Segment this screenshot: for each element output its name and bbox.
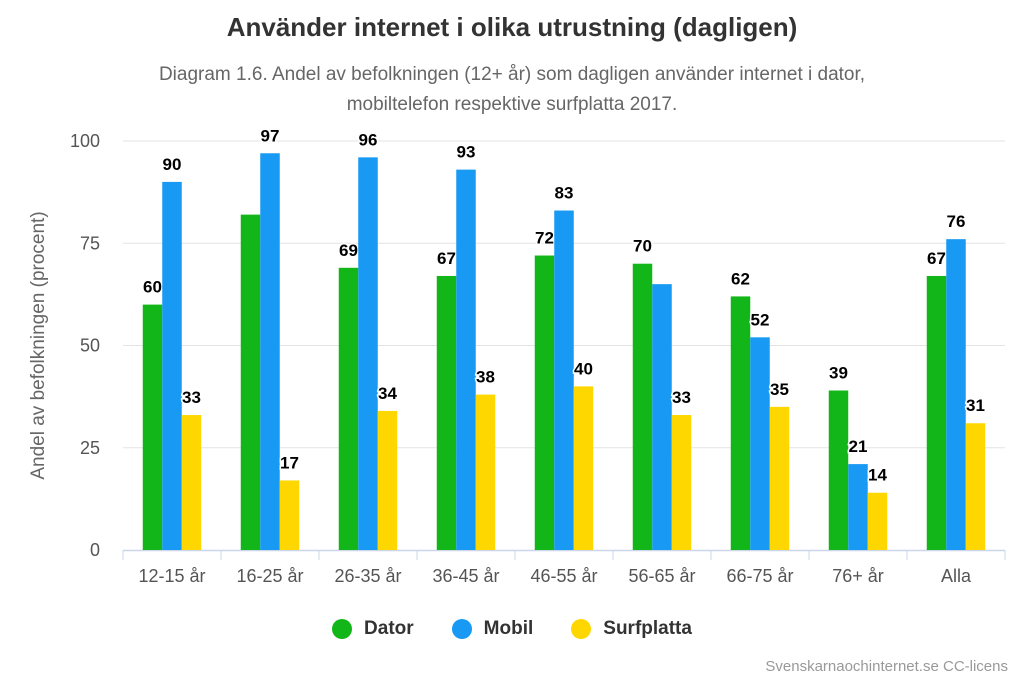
chart-subtitle-line-1: Diagram 1.6. Andel av befolkningen (12+ … — [158, 64, 866, 85]
data-label: 34 — [378, 384, 397, 403]
x-tick-label: 46-55 år — [530, 566, 597, 586]
bar-surfplatta — [377, 410, 398, 550]
bar-mobil — [750, 337, 770, 550]
x-tick-label: Alla — [941, 566, 972, 586]
data-label: 83 — [555, 184, 574, 203]
bar-surfplatta — [573, 386, 594, 550]
bar-surfplatta — [965, 423, 986, 550]
data-label: 33 — [672, 388, 691, 407]
data-label: 69 — [339, 241, 358, 260]
data-label: 39 — [829, 363, 848, 382]
data-label: 35 — [770, 380, 789, 399]
data-label: 21 — [849, 437, 868, 456]
bar-dator — [632, 263, 653, 550]
x-tick-label: 56-65 år — [628, 566, 695, 586]
data-label: 97 — [261, 126, 280, 145]
legend-item-dator[interactable]: Dator — [332, 618, 414, 640]
bar-surfplatta — [867, 492, 888, 550]
data-label: 62 — [731, 269, 750, 288]
data-label: 52 — [751, 310, 770, 329]
x-tick-label: 66-75 år — [726, 566, 793, 586]
data-label: 17 — [280, 453, 299, 472]
y-tick-label: 25 — [80, 438, 100, 458]
bar-dator — [828, 390, 849, 550]
y-tick-label: 50 — [80, 336, 100, 356]
bar-dator — [240, 214, 261, 550]
y-tick-label: 100 — [70, 131, 100, 151]
bar-mobil — [358, 157, 378, 551]
chart-subtitle: Diagram 1.6. Andel av befolkningen (12+ … — [112, 60, 912, 120]
bar-surfplatta — [475, 394, 496, 550]
y-tick-label: 75 — [80, 233, 100, 253]
data-label: 38 — [476, 368, 495, 387]
x-tick-label: 36-45 år — [432, 566, 499, 586]
bar-mobil — [652, 284, 672, 550]
legend-dot-dator — [332, 619, 353, 639]
bar-dator — [338, 267, 359, 550]
bar-surfplatta — [181, 415, 202, 550]
data-label: 93 — [457, 143, 476, 162]
legend-item-mobil[interactable]: Mobil — [451, 618, 534, 640]
legend-label-mobil: Mobil — [483, 618, 534, 639]
data-label: 67 — [927, 249, 946, 268]
data-label: 76 — [947, 212, 966, 231]
x-tick-label: 16-25 år — [236, 566, 303, 586]
data-label: 72 — [535, 229, 554, 248]
bar-surfplatta — [769, 406, 790, 550]
x-tick-label: 76+ år — [832, 566, 884, 586]
x-tick-label: 26-35 år — [334, 566, 401, 586]
y-tick-label: 0 — [90, 540, 100, 560]
legend-dot-mobil — [451, 619, 472, 639]
data-label: 14 — [868, 466, 887, 485]
bar-dator — [926, 275, 947, 550]
chart-title: Använder internet i olika utrustning (da… — [226, 12, 798, 42]
bar-dator — [436, 275, 457, 550]
data-label: 90 — [163, 155, 182, 174]
chart-subtitle-line-2: mobiltelefon respektive surfplatta 2017. — [346, 94, 678, 115]
legend-label-surfplatta: Surfplatta — [603, 618, 692, 639]
data-label: 70 — [633, 237, 652, 256]
legend-label-dator: Dator — [364, 618, 414, 639]
bar-mobil — [456, 169, 476, 550]
bar-dator — [730, 296, 751, 550]
bar-mobil — [162, 181, 182, 550]
legend-dot-surfplatta — [571, 619, 592, 639]
bar-dator — [142, 304, 163, 550]
y-axis-title: Andel av befolkningen (procent) — [28, 211, 49, 479]
data-label: 33 — [182, 388, 201, 407]
bar-dator — [534, 255, 555, 550]
bar-mobil — [554, 210, 574, 550]
bar-surfplatta — [279, 480, 300, 550]
bar-mobil — [848, 464, 868, 550]
data-label: 60 — [143, 278, 162, 297]
x-tick-label: 12-15 år — [138, 566, 205, 586]
data-label: 67 — [437, 249, 456, 268]
chart-legend: Dator Mobil Surfplatta — [0, 618, 1024, 640]
bar-mobil — [946, 239, 966, 550]
bar-surfplatta — [671, 415, 692, 550]
legend-item-surfplatta[interactable]: Surfplatta — [571, 618, 692, 640]
data-label: 96 — [359, 130, 378, 149]
bar-mobil — [260, 153, 280, 550]
credits-link[interactable]: Svenskarnaochinternet.se CC-licens — [765, 658, 1008, 675]
data-label: 31 — [966, 396, 985, 415]
data-label: 40 — [574, 359, 593, 378]
